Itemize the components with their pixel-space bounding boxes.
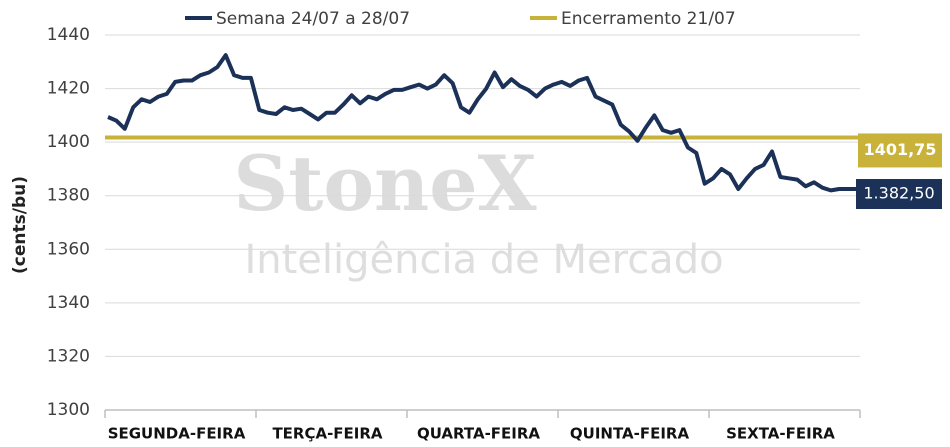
x-tick-label: SEGUNDA-FEIRA — [108, 425, 246, 443]
y-tick-label: 1320 — [47, 346, 90, 366]
y-tick-label: 1380 — [47, 186, 90, 206]
x-tick-label: QUARTA-FEIRA — [417, 425, 540, 443]
y-tick-label: 1420 — [47, 79, 90, 99]
last-value-label: 1.382,50 — [863, 184, 934, 203]
watermark-tagline: Inteligência de Mercado — [244, 237, 723, 283]
y-tick-label: 1400 — [47, 132, 90, 152]
y-tick-label: 1440 — [47, 25, 90, 45]
x-tick-label: QUINTA-FEIRA — [570, 425, 690, 443]
reference-label-box — [858, 133, 942, 168]
y-tick-label: 1300 — [47, 400, 90, 420]
x-tick-label: SEXTA-FEIRA — [726, 425, 835, 443]
reference-label: 1401,75 — [864, 140, 937, 159]
y-tick-label: 1340 — [47, 293, 90, 313]
legend-label: Semana 24/07 a 28/07 — [216, 9, 410, 29]
x-tick-label: TERÇA-FEIRA — [272, 425, 382, 443]
y-tick-label: 1360 — [47, 239, 90, 259]
last-value-box — [856, 179, 942, 210]
legend-label: Encerramento 21/07 — [561, 9, 736, 29]
watermark-brand: StoneX — [233, 139, 536, 228]
series-line — [107, 53, 856, 193]
y-axis-title: (cents/bu) — [10, 176, 30, 274]
